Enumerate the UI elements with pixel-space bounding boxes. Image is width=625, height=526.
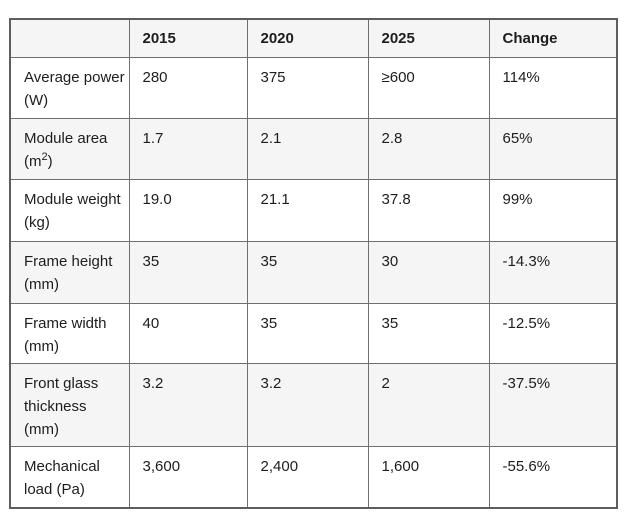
row-label-segment: (m (24, 152, 42, 170)
table-row-average-power: Average power (W) 280 375 ≥600 114% (9, 56, 618, 119)
row-label-line: thickness (24, 397, 87, 415)
column-header-change: Change (488, 18, 618, 58)
row-label-line: Mechanical (24, 457, 100, 475)
superscript-two: 2 (41, 150, 48, 163)
value-cell: 2.8 (367, 117, 490, 180)
value-cell: -37.5% (488, 362, 618, 447)
row-label-line: (mm) (24, 337, 59, 355)
value-cell: 114% (488, 56, 618, 119)
row-label-segment: ) (47, 152, 53, 170)
value-cell: 19.0 (128, 178, 248, 242)
row-header-cell: Module area (m2) (9, 117, 130, 180)
value-cell: 2,400 (246, 445, 369, 509)
row-header-cell: Frame height (mm) (9, 240, 130, 304)
column-header-2025: 2025 (367, 18, 490, 58)
value-cell: ≥600 (367, 56, 490, 119)
value-cell: -55.6% (488, 445, 618, 509)
value-cell: -12.5% (488, 302, 618, 364)
row-label-line: (W) (24, 91, 49, 109)
table-row-module-weight: Module weight (kg) 19.0 21.1 37.8 99% (9, 178, 618, 242)
row-header-cell: Mechanical load (Pa) (9, 445, 130, 509)
column-header-blank (9, 18, 130, 58)
column-header-2015: 2015 (128, 18, 248, 58)
header-row: 2015 2020 2025 Change (9, 18, 618, 58)
value-cell: 40 (128, 302, 248, 364)
table-row-mechanical-load: Mechanical load (Pa) 3,600 2,400 1,600 -… (9, 445, 618, 509)
value-cell: 21.1 (246, 178, 369, 242)
pv-module-spec-table: 2015 2020 2025 Change Average power (W) … (9, 18, 618, 509)
value-cell: 1,600 (367, 445, 490, 509)
value-cell: 35 (367, 302, 490, 364)
row-label-line: (mm) (24, 275, 59, 293)
row-label-line: (mm) (24, 420, 59, 438)
table-row-frame-width: Frame width (mm) 40 35 35 -12.5% (9, 302, 618, 364)
value-cell: 280 (128, 56, 248, 119)
value-cell: -14.3% (488, 240, 618, 304)
value-cell: 375 (246, 56, 369, 119)
row-header-cell: Frame width (mm) (9, 302, 130, 364)
row-label-line: Frame width (24, 314, 107, 332)
value-cell: 35 (246, 240, 369, 304)
row-label-line: Average power (24, 68, 125, 86)
value-cell: 2.1 (246, 117, 369, 180)
row-label-line: (kg) (24, 213, 50, 231)
row-label-line: Frame height (24, 252, 113, 270)
row-header-cell: Front glass thickness (mm) (9, 362, 130, 447)
row-label-line: load (Pa) (24, 480, 85, 498)
row-label-line: Module weight (24, 190, 121, 208)
value-cell: 65% (488, 117, 618, 180)
value-cell: 3,600 (128, 445, 248, 509)
table-row-frame-height: Frame height (mm) 35 35 30 -14.3% (9, 240, 618, 304)
value-cell: 1.7 (128, 117, 248, 180)
row-label-line: Module area (24, 129, 108, 147)
row-label-line: (m2) (24, 150, 123, 173)
value-cell: 30 (367, 240, 490, 304)
row-header-cell: Module weight (kg) (9, 178, 130, 242)
value-cell: 99% (488, 178, 618, 242)
value-cell: 3.2 (128, 362, 248, 447)
value-cell: 3.2 (246, 362, 369, 447)
value-cell: 2 (367, 362, 490, 447)
table-row-front-glass-thickness: Front glass thickness (mm) 3.2 3.2 2 -37… (9, 362, 618, 447)
row-header-cell: Average power (W) (9, 56, 130, 119)
table-row-module-area: Module area (m2) 1.7 2.1 2.8 65% (9, 117, 618, 180)
value-cell: 37.8 (367, 178, 490, 242)
value-cell: 35 (246, 302, 369, 364)
column-header-2020: 2020 (246, 18, 369, 58)
row-label-line: Front glass (24, 374, 99, 392)
value-cell: 35 (128, 240, 248, 304)
